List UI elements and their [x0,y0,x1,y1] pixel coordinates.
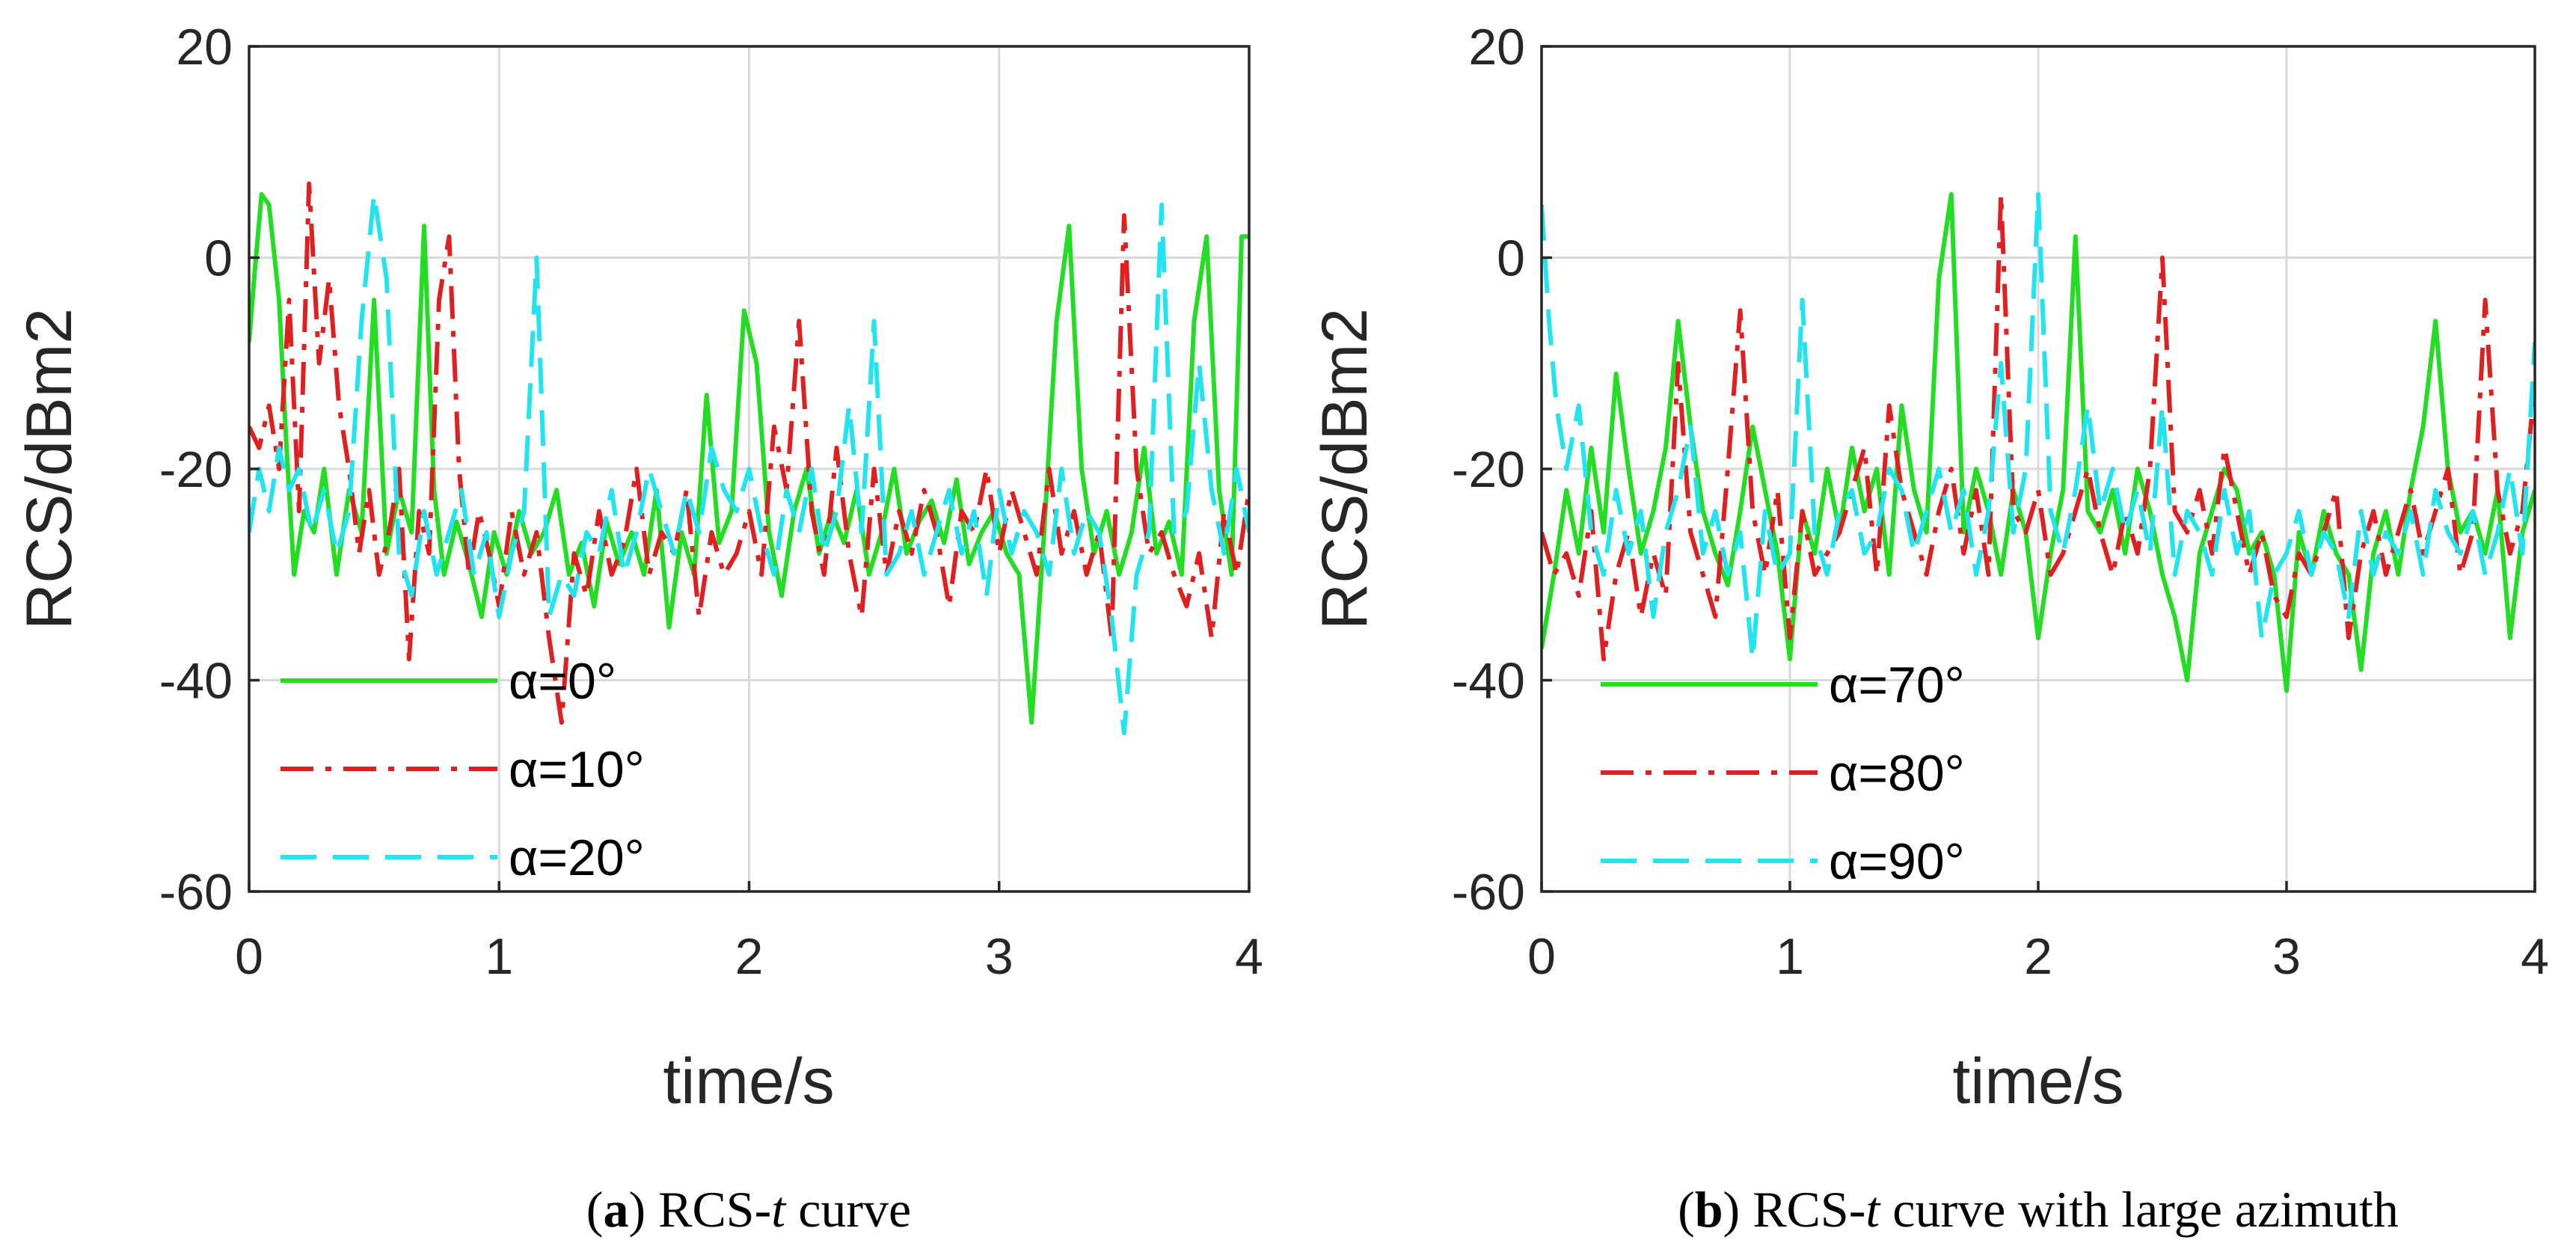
y-tick-label: 20 [1468,19,1525,76]
y-tick-label: -40 [159,653,233,710]
legend-label: α=70° [1829,657,1965,714]
legend-label: α=0° [509,653,616,710]
caption-italic: t [1865,1181,1881,1238]
caption-prefix: RCS- [658,1181,771,1238]
series-line-1 [249,181,1249,725]
x-tick-label: 3 [985,928,1013,985]
caption-panel-label: a [603,1181,628,1238]
caption-italic: t [771,1181,787,1238]
caption-panel-label: b [1695,1181,1723,1238]
legend: α=0° α=10° α=20° [280,653,645,886]
caption-suffix: curve [785,1181,911,1238]
series-line-0 [249,191,1249,725]
x-tick-label: 2 [735,928,764,985]
y-tick-label: 20 [176,19,233,76]
x-tick-label: 2 [2024,928,2052,985]
x-tick-label: 4 [1235,928,1263,985]
series-line-2 [1542,191,2535,662]
caption-prefix: RCS- [1752,1181,1865,1238]
y-axis-label: RCS/dBm2 [1309,308,1381,630]
y-tick-label: -60 [1452,864,1525,921]
panel-caption: (b) RCS-t curve with large azimuth [1678,1181,2399,1238]
y-tick-label: 0 [1497,230,1525,287]
legend-label: α=10° [509,741,645,798]
series-line-1 [1542,191,2535,662]
x-tick-label: 0 [1527,928,1556,985]
series-line-0 [1542,191,2535,693]
y-tick-label: -20 [159,441,233,498]
series-group [249,181,1249,736]
legend-label: α=80° [1829,745,1965,802]
x-tick-label: 1 [485,928,513,985]
series-line-2 [249,191,1249,736]
x-tick-label: 1 [1776,928,1804,985]
legend-label: α=90° [1829,833,1965,890]
x-axis-label: time/s [663,1046,834,1117]
y-tick-label: -60 [159,864,233,921]
axis-ticks: 0 1 2 3 4 20 0 -20 -40 -60 [1452,19,2549,985]
caption-suffix: curve with large azimuth [1880,1181,2399,1238]
series-group [1542,191,2535,693]
y-tick-label: 0 [204,230,233,287]
y-tick-label: -40 [1452,653,1525,710]
x-tick-label: 0 [235,928,263,985]
legend-label: α=20° [509,829,645,886]
legend: α=70° α=80° α=90° [1601,657,1965,890]
axis-ticks: 0 1 2 3 4 20 0 -20 -40 -60 [159,19,1263,985]
panel-caption: (a) RCS-t curve [586,1181,911,1238]
x-axis-label: time/s [1952,1046,2123,1117]
y-axis-label: RCS/dBm2 [13,308,85,630]
x-tick-label: 3 [2272,928,2301,985]
y-tick-label: -20 [1452,441,1525,498]
x-tick-label: 4 [2521,928,2549,985]
